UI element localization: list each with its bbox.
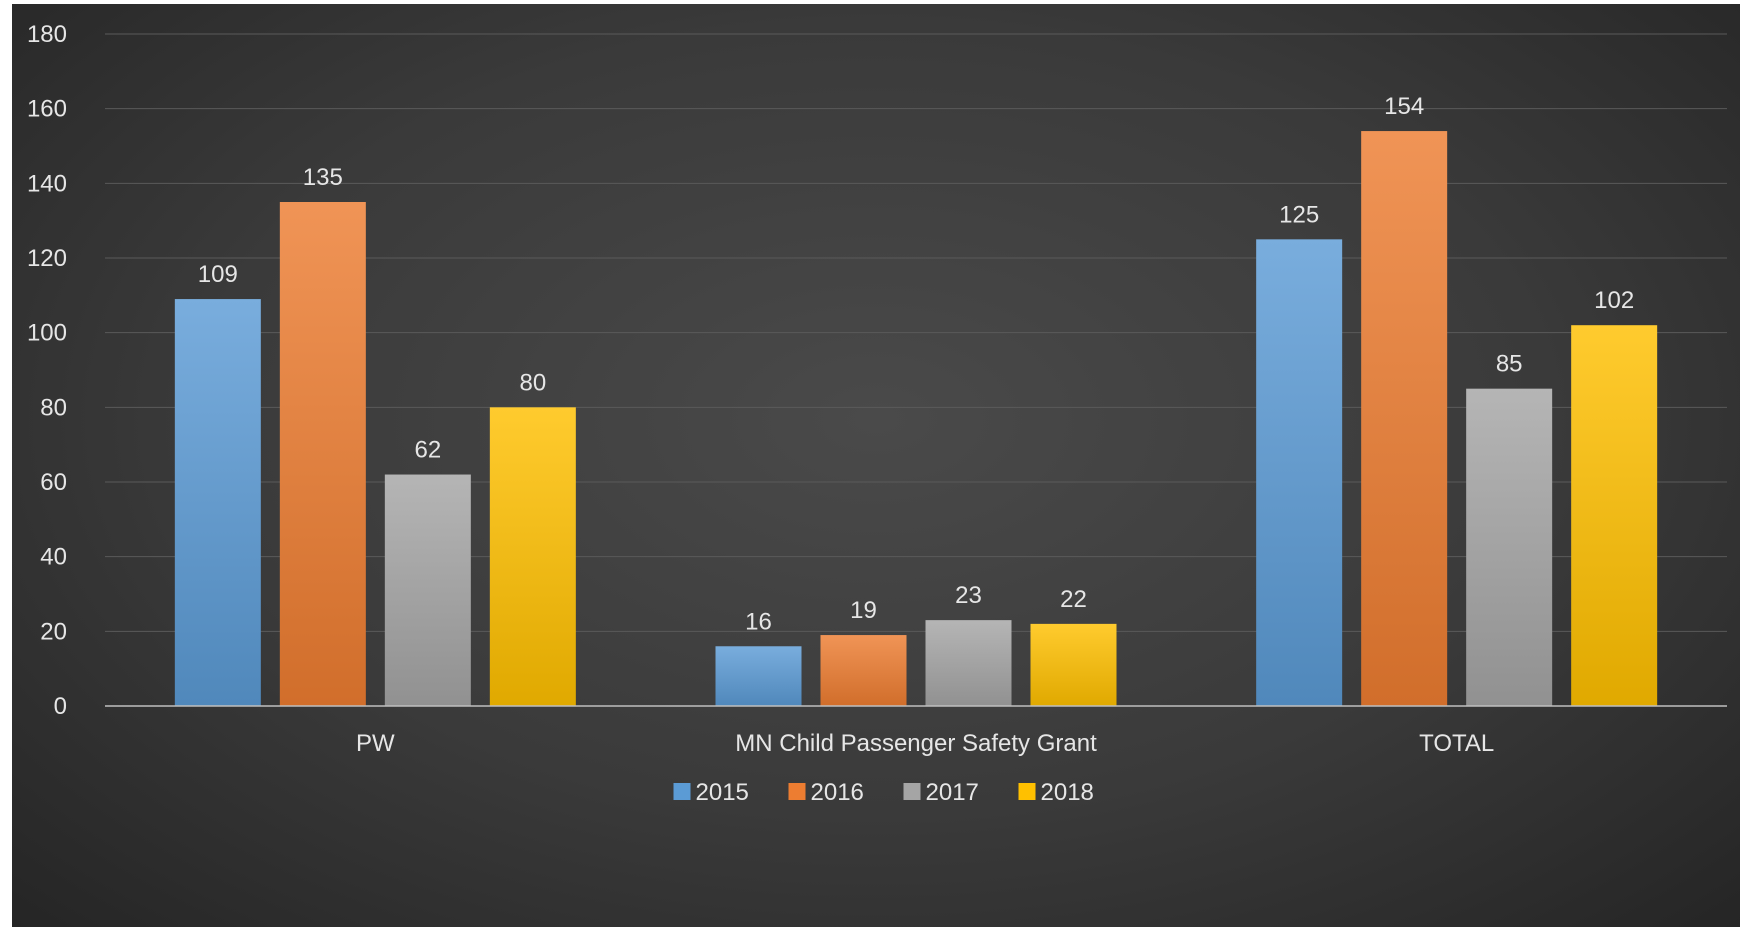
legend-swatch: [1018, 783, 1036, 800]
bar-2017-mn-child-passenger-safety-grant: [925, 620, 1012, 706]
legend-swatch: [788, 783, 806, 800]
bars: [174, 131, 1658, 707]
y-tick-label: 80: [40, 394, 67, 421]
data-label: 135: [303, 164, 343, 191]
data-label: 109: [198, 261, 238, 288]
data-label: 62: [414, 437, 441, 464]
bar-2017-pw: [384, 474, 471, 706]
data-label: 23: [955, 582, 982, 609]
legend-item-2015: 2015: [673, 779, 749, 806]
legend-swatch: [903, 783, 921, 800]
legend: 2015 2016 2017 2018: [673, 779, 1094, 806]
y-tick-label: 140: [27, 170, 67, 197]
data-label: 102: [1594, 287, 1634, 314]
gridlines: [105, 33, 1727, 632]
bar-2016-pw: [279, 202, 366, 706]
bar-2018-total: [1571, 325, 1658, 706]
legend-swatch: [673, 783, 691, 800]
x-axis: PW MN Child Passenger Safety Grant TOTAL: [105, 705, 1727, 757]
bar-2015-mn-child-passenger-safety-grant: [715, 646, 802, 706]
y-axis-tick-labels: 0 20 40 60 80 100 120 140 160 180: [27, 21, 67, 720]
bar-2017-total: [1466, 388, 1553, 706]
data-label: 125: [1279, 201, 1319, 228]
bar-2015-total: [1256, 239, 1343, 707]
y-tick-label: 20: [40, 618, 67, 645]
data-label: 22: [1060, 586, 1087, 613]
chart-frame: 0 20 40 60 80 100 120 140 160 180 109 135 62 80 16 19 2…: [12, 4, 1740, 927]
y-tick-label: 60: [40, 469, 67, 496]
data-label: 16: [745, 608, 772, 635]
x-tick-label: TOTAL: [1419, 730, 1494, 757]
y-tick-label: 0: [54, 693, 67, 720]
bar-2018-mn-child-passenger-safety-grant: [1030, 623, 1117, 706]
legend-label: 2018: [1041, 779, 1094, 806]
bar-chart: 0 20 40 60 80 100 120 140 160 180 109 135 62 80 16 19 2…: [27, 21, 1727, 806]
x-tick-label: PW: [356, 730, 395, 757]
legend-label: 2016: [811, 779, 864, 806]
data-label: 19: [850, 597, 877, 624]
bar-2016-total: [1361, 131, 1448, 707]
y-tick-label: 120: [27, 245, 67, 272]
legend-label: 2015: [696, 779, 749, 806]
y-tick-label: 160: [27, 96, 67, 123]
x-tick-label: MN Child Passenger Safety Grant: [735, 730, 1097, 757]
legend-item-2016: 2016: [788, 779, 864, 806]
data-label: 154: [1384, 93, 1424, 120]
y-tick-label: 180: [27, 21, 67, 48]
legend-item-2017: 2017: [903, 779, 979, 806]
bar-2015-pw: [174, 299, 261, 706]
y-tick-label: 40: [40, 544, 67, 571]
legend-label: 2017: [926, 779, 979, 806]
data-labels: 109 135 62 80 16 19 23 22 125 154 85 102: [198, 93, 1634, 635]
bar-2016-mn-child-passenger-safety-grant: [820, 635, 907, 706]
data-label: 85: [1496, 351, 1523, 378]
data-label: 80: [519, 369, 546, 396]
y-tick-label: 100: [27, 320, 67, 347]
legend-item-2018: 2018: [1018, 779, 1094, 806]
bar-2018-pw: [489, 407, 576, 706]
